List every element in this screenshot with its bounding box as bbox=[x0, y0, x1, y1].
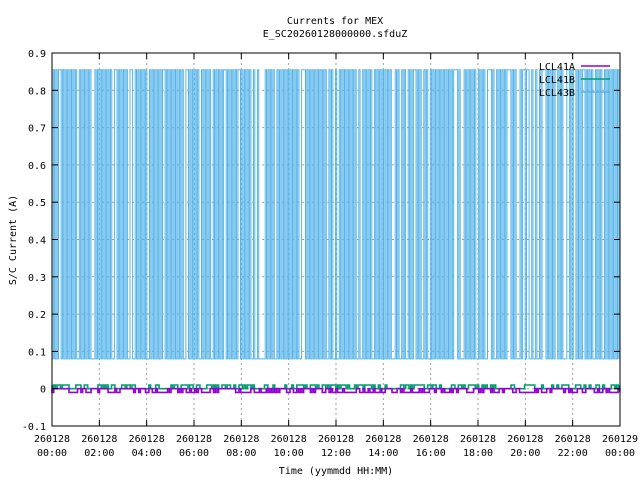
axis-ticks: -0.1 0 0.1 0.2 0.3 0.4 0.5 0.6 0.7 0.8 0.9 260128 00… bbox=[22, 49, 638, 459]
x-axis-label: Time (yymmdd HH:MM) bbox=[279, 466, 393, 477]
y-tick-label: 0 bbox=[40, 385, 46, 396]
legend-label-lcl41a: LCL41A bbox=[539, 62, 575, 73]
y-tick-label: -0.1 bbox=[22, 422, 46, 433]
legend: LCL41A LCL41B LCL43B bbox=[539, 62, 610, 99]
x-tick-time: 00:00 bbox=[37, 448, 67, 459]
x-tick-time: 22:00 bbox=[558, 448, 588, 459]
x-tick-time: 20:00 bbox=[510, 448, 540, 459]
x-tick-date: 260128 bbox=[81, 434, 117, 445]
x-tick-time: 14:00 bbox=[368, 448, 398, 459]
x-tick-date: 260128 bbox=[507, 434, 543, 445]
x-tick-date: 260128 bbox=[318, 434, 354, 445]
x-tick-time: 16:00 bbox=[416, 448, 446, 459]
grid-lines bbox=[52, 53, 620, 426]
legend-label-lcl41b: LCL41B bbox=[539, 75, 575, 86]
x-tick-time: 06:00 bbox=[179, 448, 209, 459]
x-tick-date: 260128 bbox=[129, 434, 165, 445]
x-tick-time: 10:00 bbox=[274, 448, 304, 459]
series-line-lcl43b bbox=[51, 69, 620, 360]
y-tick-label: 0.1 bbox=[28, 347, 46, 358]
x-tick-time: 02:00 bbox=[84, 448, 114, 459]
x-tick-date: 260128 bbox=[413, 434, 449, 445]
x-tick-date: 260128 bbox=[460, 434, 496, 445]
chart-title: Currents for MEX bbox=[287, 16, 383, 27]
chart-subtitle: E_SC20260128000000.sfduZ bbox=[263, 29, 408, 40]
x-tick-time: 00:00 bbox=[605, 448, 635, 459]
y-tick-label: 0.5 bbox=[28, 198, 46, 209]
x-tick-date: 260128 bbox=[365, 434, 401, 445]
x-tick-date: 260128 bbox=[34, 434, 70, 445]
y-tick-label: 0.3 bbox=[28, 273, 46, 284]
x-tick-time: 08:00 bbox=[226, 448, 256, 459]
y-axis-label: S/C Current (A) bbox=[8, 195, 19, 285]
y-tick-label: 0.6 bbox=[28, 161, 46, 172]
x-tick-time: 04:00 bbox=[132, 448, 162, 459]
x-tick-date: 260128 bbox=[176, 434, 212, 445]
series-line-lcl41b bbox=[51, 384, 621, 390]
plot-series bbox=[51, 69, 621, 394]
y-tick-label: 0.9 bbox=[28, 49, 46, 60]
x-tick-time: 12:00 bbox=[321, 448, 351, 459]
y-tick-label: 0.2 bbox=[28, 310, 46, 321]
x-tick-time: 18:00 bbox=[463, 448, 493, 459]
series-line-lcl41a bbox=[51, 387, 621, 394]
plot-border bbox=[51, 52, 621, 427]
y-tick-label: 0.4 bbox=[28, 236, 46, 247]
x-tick-date: 260128 bbox=[555, 434, 591, 445]
y-tick-label: 0.7 bbox=[28, 124, 46, 135]
y-tick-label: 0.8 bbox=[28, 86, 46, 97]
legend-label-lcl43b: LCL43B bbox=[539, 88, 575, 99]
x-tick-date: 260128 bbox=[223, 434, 259, 445]
x-tick-date: 260128 bbox=[271, 434, 307, 445]
x-tick-date: 260129 bbox=[602, 434, 638, 445]
